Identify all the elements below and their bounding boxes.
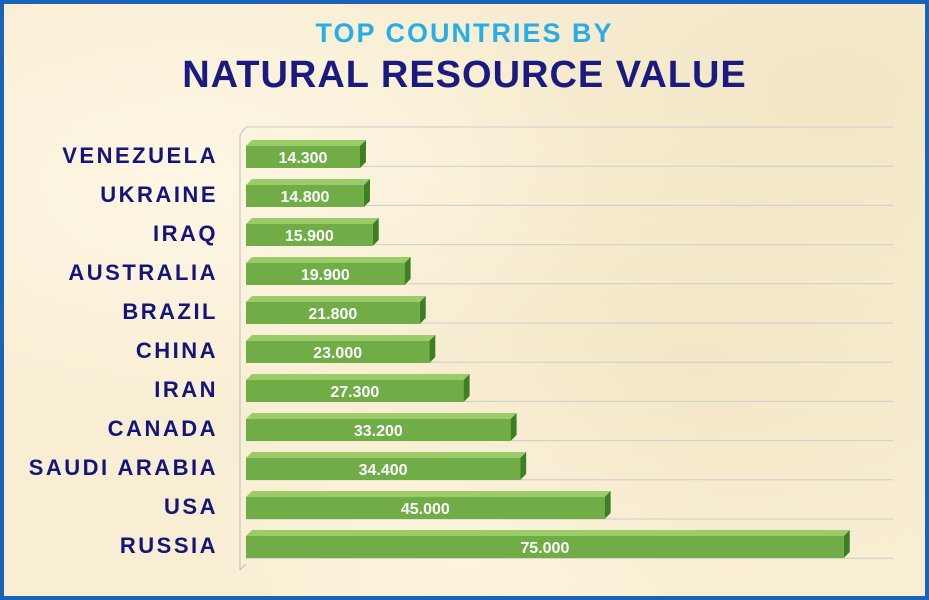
category-label: SAUDI ARABIA bbox=[29, 455, 218, 480]
bar-top-face bbox=[246, 491, 611, 497]
bar-front-face bbox=[246, 341, 430, 363]
bar bbox=[246, 530, 850, 558]
bar bbox=[246, 257, 411, 285]
category-labels: VENEZUELA UKRAINE IRAQ AUSTRALIA BRAZIL CHINA… bbox=[29, 143, 218, 558]
bar-top-face bbox=[246, 218, 379, 224]
value-label: 23.000 bbox=[313, 345, 362, 362]
value-label: 21.800 bbox=[308, 306, 357, 323]
bar-front-face bbox=[246, 185, 364, 207]
bar-side-face bbox=[404, 257, 411, 285]
bar bbox=[246, 374, 470, 402]
bar-top-face bbox=[246, 413, 517, 419]
bar-top-face bbox=[246, 452, 527, 458]
bar-top-face bbox=[246, 257, 411, 263]
floor-edge bbox=[239, 563, 247, 571]
bar-side-face bbox=[520, 452, 527, 480]
category-label: VENEZUELA bbox=[62, 143, 218, 168]
bar-front-face bbox=[246, 458, 521, 480]
category-label: IRAQ bbox=[153, 221, 218, 246]
bar-front-face bbox=[246, 380, 464, 402]
bar-side-face bbox=[843, 530, 850, 558]
bar bbox=[246, 218, 379, 246]
category-label: USA bbox=[164, 494, 218, 519]
value-label: 14.800 bbox=[281, 189, 330, 206]
bar-front-face bbox=[246, 536, 844, 558]
value-label: 45.000 bbox=[401, 501, 450, 518]
bar bbox=[246, 452, 527, 480]
value-label: 33.200 bbox=[354, 423, 403, 440]
bar bbox=[246, 140, 366, 168]
bar bbox=[246, 413, 517, 441]
category-label: CHINA bbox=[136, 338, 218, 363]
bar-side-face bbox=[359, 140, 366, 168]
bar-side-face bbox=[372, 218, 379, 246]
chart-subtitle: NATURAL RESOURCE VALUE bbox=[182, 54, 747, 96]
value-label: 14.300 bbox=[279, 150, 328, 167]
bar-top-face bbox=[246, 335, 436, 341]
bar-side-face bbox=[463, 374, 470, 402]
category-label: RUSSIA bbox=[120, 533, 218, 558]
bar-side-face bbox=[604, 491, 611, 519]
bar bbox=[246, 335, 436, 363]
value-label: 34.400 bbox=[359, 462, 408, 479]
bar bbox=[246, 179, 370, 207]
bar-front-face bbox=[246, 302, 420, 324]
value-label: 19.900 bbox=[301, 267, 350, 284]
category-label: BRAZIL bbox=[122, 299, 218, 324]
bar-top-face bbox=[246, 140, 366, 146]
value-label: 15.900 bbox=[285, 228, 334, 245]
value-label: 27.300 bbox=[330, 384, 379, 401]
category-label: AUSTRALIA bbox=[68, 260, 218, 285]
value-labels: 14.300 14.800 15.900 19.900 21.800 23.000 27.3… bbox=[279, 150, 570, 557]
category-label: CANADA bbox=[108, 416, 218, 441]
bars bbox=[246, 140, 850, 558]
axis-line-top bbox=[239, 126, 247, 136]
bar-top-face bbox=[246, 179, 370, 185]
bar-front-face bbox=[246, 224, 373, 246]
bar-front-face bbox=[246, 263, 405, 285]
bar bbox=[246, 296, 426, 324]
category-label: UKRAINE bbox=[100, 182, 218, 207]
bar-side-face bbox=[510, 413, 517, 441]
chart-title: TOP COUNTRIES BY bbox=[315, 18, 614, 48]
bar-side-face bbox=[429, 335, 436, 363]
bar-front-face bbox=[246, 146, 360, 168]
bar-side-face bbox=[419, 296, 426, 324]
bar-top-face bbox=[246, 530, 850, 536]
bar bbox=[246, 491, 611, 519]
bar-top-face bbox=[246, 374, 470, 380]
bar-side-face bbox=[363, 179, 370, 207]
bar-top-face bbox=[246, 296, 426, 302]
category-label: IRAN bbox=[154, 377, 218, 402]
bar-front-face bbox=[246, 419, 511, 441]
bar-front-face bbox=[246, 497, 605, 519]
value-label: 75.000 bbox=[520, 540, 569, 557]
